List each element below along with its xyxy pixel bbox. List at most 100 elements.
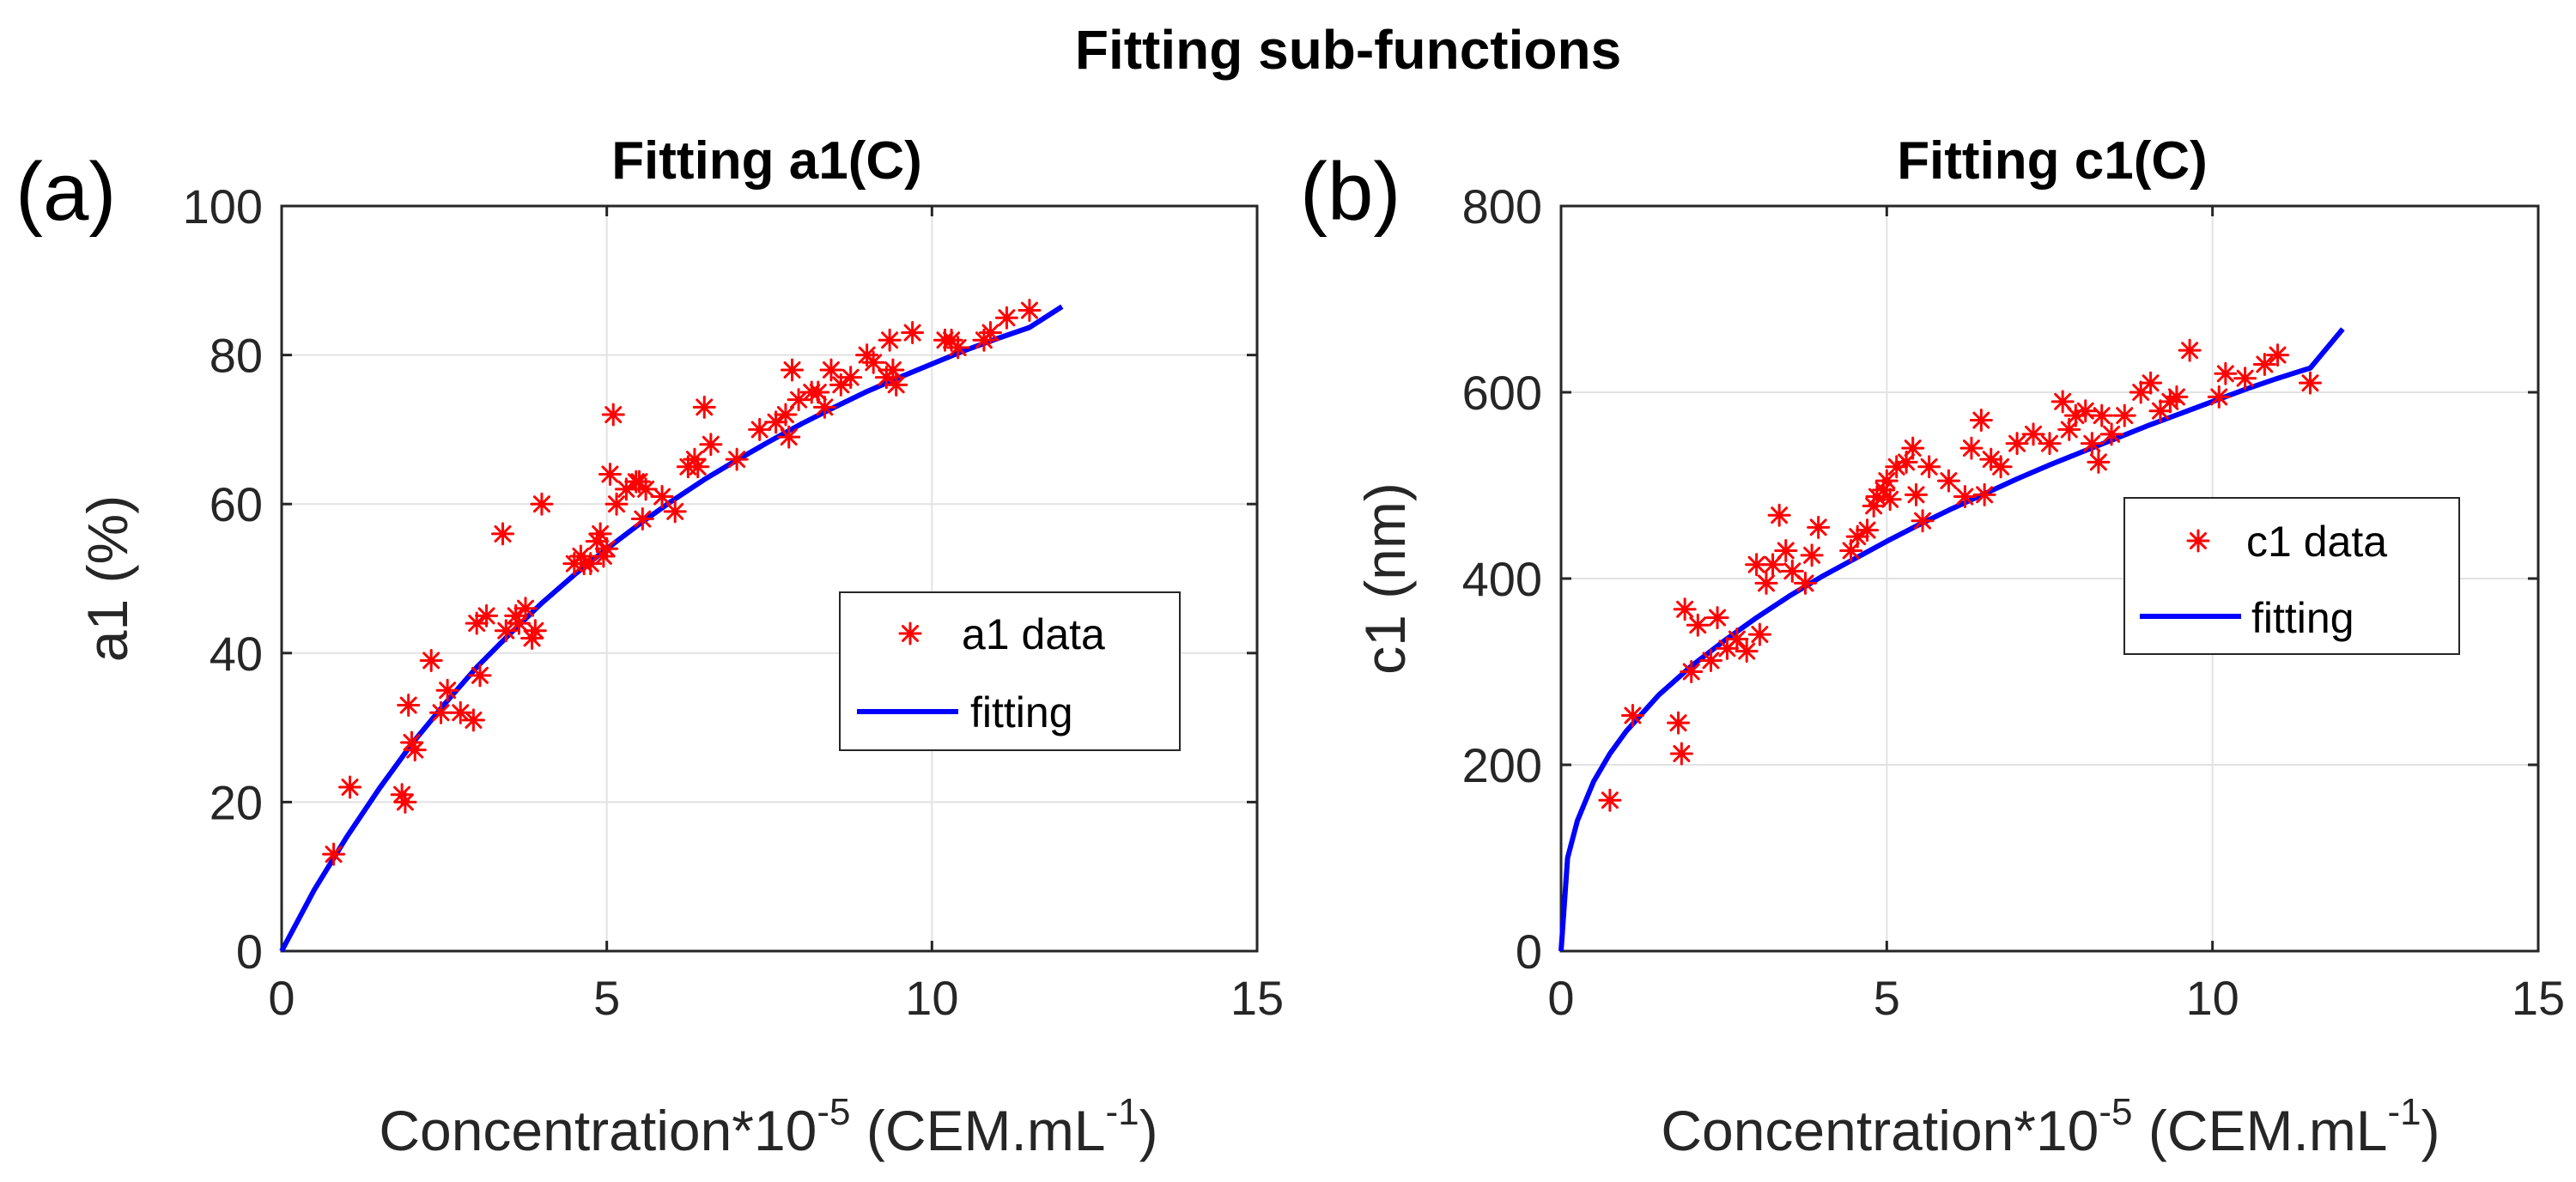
data-point xyxy=(725,447,749,471)
panel-label-a: (a) xyxy=(15,146,116,238)
data-point xyxy=(1839,538,1863,562)
data-point xyxy=(1989,455,2013,479)
data-point xyxy=(601,403,625,427)
legend-label-fit-b: fitting xyxy=(2251,594,2354,642)
y-tick-label: 20 xyxy=(210,775,263,829)
data-point xyxy=(403,738,427,762)
data-point xyxy=(839,366,863,390)
data-point xyxy=(2080,432,2104,456)
data-point xyxy=(1800,543,1824,567)
data-point xyxy=(686,455,710,479)
x-tick-label: 15 xyxy=(2512,971,2565,1025)
data-point xyxy=(1807,515,1831,539)
data-point xyxy=(699,433,723,457)
data-point xyxy=(2233,367,2257,391)
y-tick-label: 60 xyxy=(210,477,263,531)
data-point xyxy=(1878,488,1902,512)
panel-label-b: (b) xyxy=(1300,146,1400,238)
data-point xyxy=(595,536,619,561)
data-point xyxy=(878,328,902,352)
data-point xyxy=(861,350,885,374)
data-point xyxy=(1705,606,1729,630)
data-point xyxy=(663,500,687,524)
axes-title-b: Fitting c1(C) xyxy=(1897,131,2208,191)
x-axis-label-a: Concentration*10-5 (CEM.mL-1) xyxy=(379,1091,1157,1162)
data-point xyxy=(1680,660,1704,683)
x-tick-label: 0 xyxy=(268,971,295,1025)
legend-label-fit-a: fitting xyxy=(970,688,1073,736)
data-point xyxy=(1904,482,1928,506)
data-point xyxy=(475,603,499,627)
data-point xyxy=(1761,553,1785,577)
data-point xyxy=(465,611,489,635)
data-point xyxy=(2207,385,2231,409)
x-axis-label-b: Concentration*10-5 (CEM.mL-1) xyxy=(1661,1091,2439,1162)
fit-line-b xyxy=(1558,327,2345,952)
ticks-b: 0 5 10 15 0 200 400 600 800 xyxy=(1462,179,2566,1025)
legend-a: a1 data fitting xyxy=(839,591,1181,751)
data-point xyxy=(787,388,811,412)
data-point xyxy=(692,395,716,419)
data-point xyxy=(650,485,674,509)
data-point xyxy=(435,678,459,702)
data-point xyxy=(1862,494,1886,518)
legend-asterisk xyxy=(898,621,922,646)
data-point xyxy=(2005,432,2029,456)
data-point xyxy=(1780,559,1804,583)
data-markers-a xyxy=(322,299,1042,866)
y-tick-label: 80 xyxy=(210,329,263,383)
y-tick-label: 400 xyxy=(1462,552,1542,606)
data-point xyxy=(2214,361,2238,385)
y-axis-label-a: a1 (%) xyxy=(76,495,139,662)
y-tick-label: 0 xyxy=(1516,924,1542,979)
data-point xyxy=(884,373,908,397)
data-point xyxy=(1686,613,1710,637)
data-point xyxy=(419,648,443,672)
data-point xyxy=(1774,538,1798,562)
y-tick-label: 800 xyxy=(1462,179,1542,233)
x-tick-label: 0 xyxy=(1547,971,1574,1025)
data-point xyxy=(1917,455,1941,479)
y-tick-label: 600 xyxy=(1462,366,1542,420)
data-point xyxy=(461,708,485,732)
x-tick-label: 10 xyxy=(905,971,958,1025)
data-point xyxy=(1901,436,1925,460)
data-point xyxy=(322,842,346,866)
data-point xyxy=(588,522,612,546)
data-point xyxy=(2021,422,2045,446)
legend-marker-icon-a xyxy=(898,621,922,646)
y-axis-label-b: c1 (nm) xyxy=(1353,482,1417,675)
x-tick-label: 5 xyxy=(593,971,620,1025)
data-point xyxy=(1767,503,1791,527)
data-point xyxy=(2178,338,2202,362)
data-point xyxy=(513,597,538,621)
legend-box-b xyxy=(2123,497,2460,655)
data-point xyxy=(1735,639,1759,664)
data-point xyxy=(598,462,622,486)
panel-b: (b) Fitting c1(C) 0 5 10 15 0 200 400 600 800 c1… xyxy=(1300,131,2565,1162)
data-point xyxy=(468,664,492,688)
data-point xyxy=(2099,422,2123,446)
data-point xyxy=(1969,409,1993,433)
data-point xyxy=(1725,627,1749,652)
data-point xyxy=(819,358,843,382)
data-point xyxy=(1856,518,1880,543)
data-point xyxy=(1874,469,1899,493)
legend-box-a xyxy=(839,591,1181,751)
data-point xyxy=(1911,509,1935,533)
data-point xyxy=(1598,788,1622,812)
legend-label-data-b: c1 data xyxy=(2246,518,2387,566)
data-point xyxy=(1673,597,1697,621)
data-point xyxy=(1794,571,1817,595)
data-point xyxy=(1845,524,1869,549)
data-point xyxy=(1953,485,1977,509)
plot-frame-a xyxy=(280,204,1259,953)
data-point xyxy=(774,403,798,427)
data-point xyxy=(490,522,514,546)
data-point xyxy=(2252,352,2276,376)
data-point xyxy=(393,790,417,814)
data-point xyxy=(605,492,629,516)
data-point xyxy=(2074,399,2098,423)
axes-title-a: Fitting a1(C) xyxy=(611,131,922,191)
